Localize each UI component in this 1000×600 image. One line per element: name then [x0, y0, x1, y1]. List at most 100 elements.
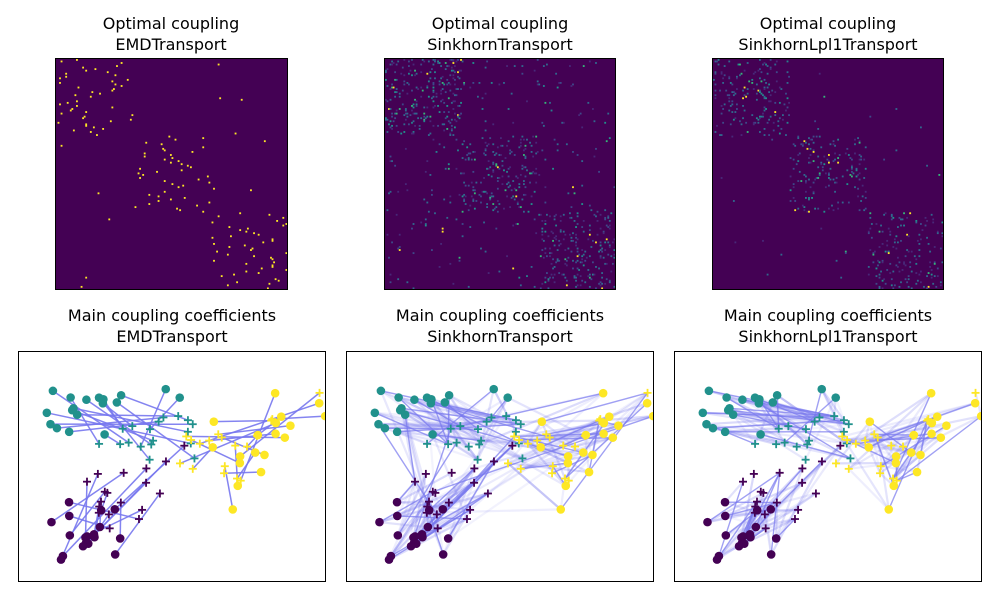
coupling-cell	[941, 235, 943, 238]
coupling-cell	[535, 172, 538, 175]
coupling-cell	[446, 128, 449, 130]
coupling-cell	[588, 276, 591, 279]
target-point	[473, 425, 482, 434]
target-point	[518, 454, 527, 463]
coupling-cell	[550, 109, 553, 112]
coupling-cell	[89, 95, 92, 98]
coupling-cell	[857, 187, 859, 190]
coupling-cell	[464, 184, 467, 187]
source-point	[926, 388, 936, 398]
coupling-cell	[518, 276, 521, 279]
coupling-cell	[106, 71, 109, 74]
target-point	[516, 420, 525, 429]
target-point	[456, 422, 465, 431]
coupling-cell	[449, 74, 452, 77]
coupling-cell	[818, 174, 821, 176]
source-point	[563, 452, 573, 461]
coupling-cell	[549, 276, 551, 279]
coupling-cell	[904, 255, 907, 258]
coupling-cell	[251, 247, 254, 250]
target-point	[643, 388, 652, 397]
target-point	[846, 454, 855, 463]
coupling-cell	[723, 103, 726, 106]
coupling-cell	[177, 160, 180, 163]
coupling-cell	[575, 261, 577, 264]
coupling-cell	[516, 223, 519, 225]
coupling-cell	[575, 233, 577, 236]
coupling-line	[518, 415, 653, 445]
source-point	[370, 408, 380, 418]
coupling-cell	[109, 120, 112, 123]
coupling-cell	[510, 151, 513, 153]
coupling-cell	[484, 154, 487, 156]
target-point	[145, 425, 154, 434]
coupling-cell	[397, 190, 400, 193]
coupling-line	[869, 421, 904, 448]
coupling-cell	[897, 241, 899, 244]
coupling-line	[919, 420, 928, 456]
coupling-cell	[253, 255, 255, 258]
coupling-cell	[581, 255, 584, 258]
coupling-cell	[889, 272, 892, 274]
coupling-cell	[717, 63, 720, 66]
coupling-cell	[792, 197, 795, 199]
coupling-cell	[408, 60, 410, 63]
coupling-cell	[507, 175, 510, 178]
coupling-cell	[595, 62, 597, 64]
target-point	[772, 498, 781, 507]
coupling-cell	[467, 152, 470, 155]
coupling-cell	[131, 114, 134, 117]
coupling-cell	[245, 270, 248, 273]
coupling-cell	[176, 207, 178, 210]
coupling-cell	[512, 135, 515, 138]
coupling-cell	[737, 63, 740, 66]
coupling-cell	[887, 227, 890, 230]
coupling-line	[724, 480, 744, 503]
coupling-cell	[481, 137, 484, 140]
coupling-line	[447, 468, 476, 539]
source-point	[588, 450, 597, 460]
coupling-cell	[538, 174, 541, 176]
source-point	[427, 394, 436, 404]
coupling-cell	[906, 216, 909, 219]
coupling-cell	[435, 95, 438, 98]
coupling-cell	[72, 129, 75, 132]
coupling-cell	[513, 65, 516, 67]
coupling-cell	[759, 91, 761, 94]
target-point	[798, 464, 807, 473]
coupling-cell	[495, 163, 498, 166]
target-point	[147, 440, 156, 449]
coupling-line	[397, 515, 468, 520]
coupling-cell	[501, 183, 504, 186]
coupling-cell	[478, 193, 481, 196]
coupling-cell	[915, 272, 918, 274]
coupling-cell	[558, 82, 561, 84]
source-point	[410, 532, 420, 541]
coupling-cell	[887, 250, 890, 253]
coupling-cell	[532, 135, 535, 138]
coupling-cell	[858, 154, 861, 156]
coupling-cell	[575, 285, 577, 288]
coupling-cell	[867, 232, 870, 235]
coupling-cell	[869, 115, 872, 118]
coupling-cell	[553, 138, 556, 141]
coupling-cell	[927, 285, 930, 288]
source-point	[722, 393, 731, 402]
source-point	[271, 429, 280, 439]
coupling-cell	[498, 154, 501, 156]
coupling-cell	[409, 114, 412, 117]
coupling-cell	[489, 198, 492, 201]
coupling-cell	[423, 120, 426, 123]
coupling-cell	[743, 86, 746, 89]
coupling-cell	[426, 85, 429, 87]
coupling-cell	[92, 126, 95, 129]
coupling-cell	[186, 164, 189, 167]
coupling-cell	[752, 121, 755, 124]
coupling-cell	[599, 249, 602, 251]
coupling-cell	[855, 175, 858, 178]
coupling-cell	[452, 69, 455, 72]
coupling-cell	[768, 91, 771, 94]
coupling-cell	[849, 157, 852, 159]
coupling-cell	[82, 117, 85, 120]
coupling-cell	[260, 267, 263, 270]
